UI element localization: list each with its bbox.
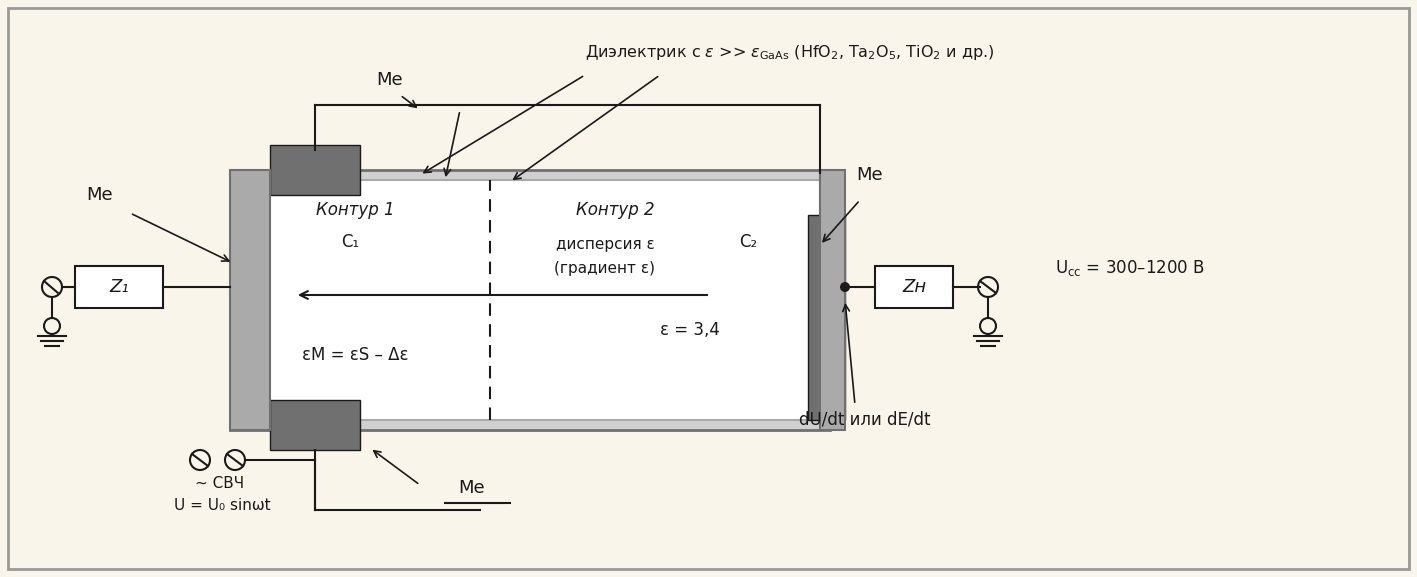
Circle shape bbox=[840, 282, 850, 292]
Text: (градиент ε): (градиент ε) bbox=[554, 260, 656, 275]
Text: $\mathrm{U_{cc}}$ = 300–1200 В: $\mathrm{U_{cc}}$ = 300–1200 В bbox=[1056, 258, 1204, 278]
Bar bbox=[75, 266, 163, 308]
Circle shape bbox=[978, 277, 998, 297]
Circle shape bbox=[225, 450, 245, 470]
Text: dU/dt или dE/dt: dU/dt или dE/dt bbox=[799, 411, 931, 429]
Bar bbox=[876, 266, 954, 308]
FancyBboxPatch shape bbox=[9, 8, 1408, 569]
Bar bbox=[230, 170, 271, 430]
Circle shape bbox=[190, 450, 210, 470]
Bar bbox=[271, 145, 360, 195]
Circle shape bbox=[44, 318, 60, 334]
Bar bbox=[820, 170, 845, 430]
Text: Контур 1: Контур 1 bbox=[316, 201, 394, 219]
Text: Zн: Zн bbox=[903, 278, 927, 296]
Text: Me: Me bbox=[857, 166, 883, 184]
Text: Me: Me bbox=[377, 71, 404, 89]
Text: Контур 2: Контур 2 bbox=[575, 201, 655, 219]
Text: εM = εS – Δε: εM = εS – Δε bbox=[302, 346, 408, 364]
Text: U = U₀ sinωt: U = U₀ sinωt bbox=[174, 497, 271, 512]
Circle shape bbox=[43, 277, 62, 297]
Text: ε = 3,4: ε = 3,4 bbox=[660, 321, 720, 339]
Text: ~ СВЧ: ~ СВЧ bbox=[196, 475, 245, 490]
Text: C₂: C₂ bbox=[738, 233, 757, 251]
Bar bbox=[808, 215, 845, 420]
Bar bbox=[230, 170, 830, 430]
Bar bbox=[271, 400, 360, 450]
Text: C₁: C₁ bbox=[341, 233, 359, 251]
Text: Me: Me bbox=[86, 186, 113, 204]
Text: дисперсия ε: дисперсия ε bbox=[555, 238, 655, 253]
Circle shape bbox=[981, 318, 996, 334]
Text: Диэлектрик с $\varepsilon$ >> $\varepsilon_{\mathrm{GaAs}}$ (HfO$_2$, Ta$_2$O$_5: Диэлектрик с $\varepsilon$ >> $\varepsil… bbox=[585, 43, 995, 62]
Text: Me: Me bbox=[459, 479, 485, 497]
Text: Z₁: Z₁ bbox=[109, 278, 129, 296]
Bar bbox=[249, 180, 820, 420]
